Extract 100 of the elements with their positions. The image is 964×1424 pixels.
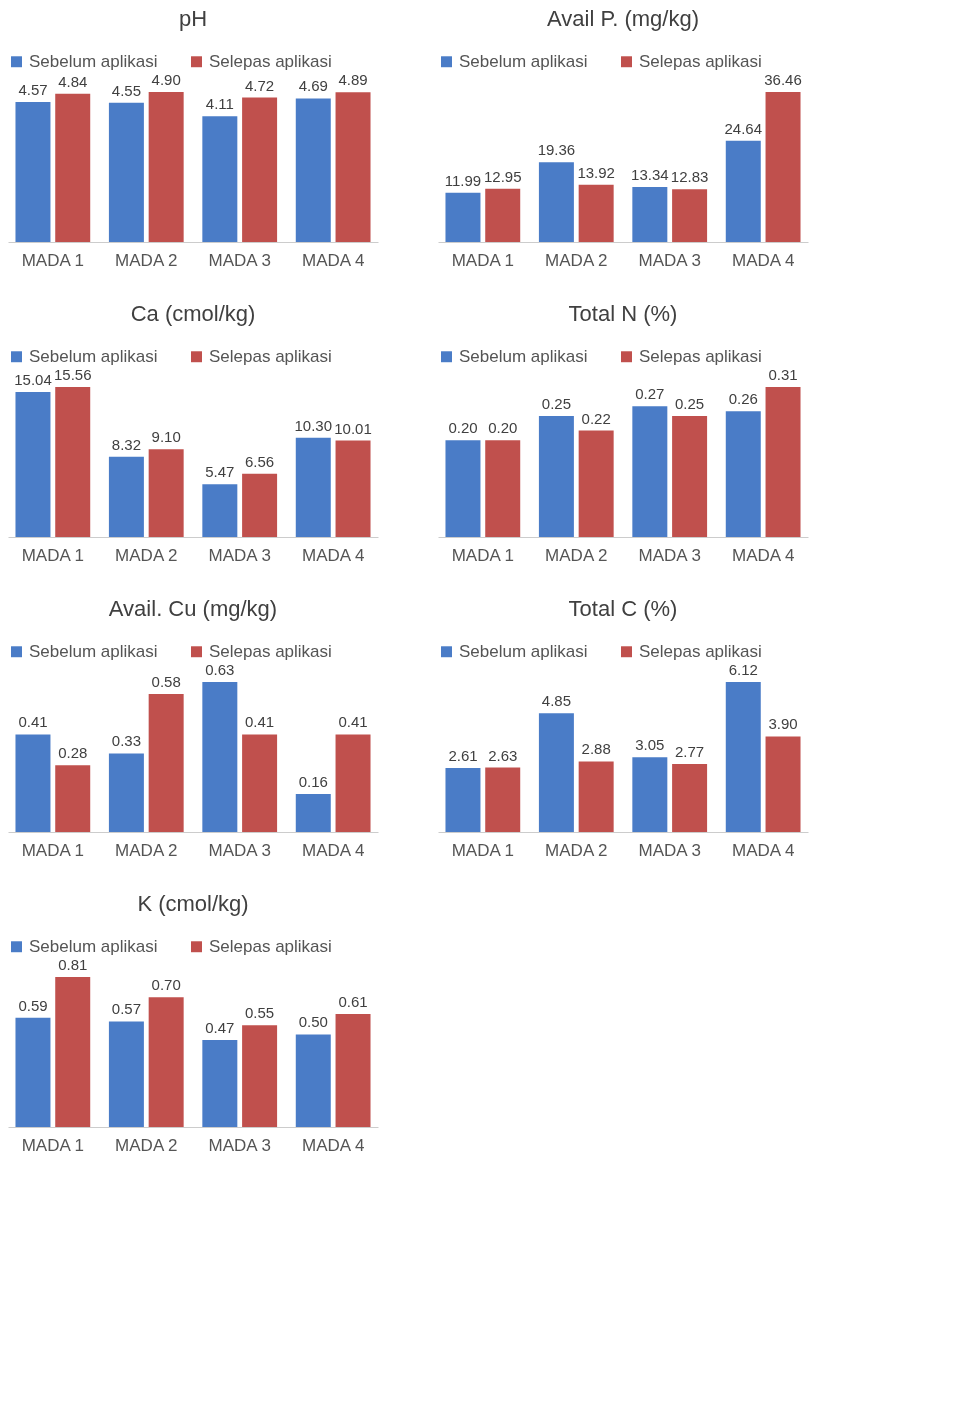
- data-label: 4.90: [151, 71, 181, 88]
- bar: [672, 189, 708, 242]
- bar: [55, 765, 91, 832]
- bar: [632, 406, 668, 537]
- bar: [202, 116, 238, 242]
- legend-label: Selepas aplikasi: [639, 51, 762, 71]
- legend-label: Sebelum aplikasi: [459, 346, 588, 366]
- x-tick-label: MADA 3: [638, 840, 701, 860]
- data-label: 9.10: [151, 428, 181, 446]
- bar: [335, 1014, 371, 1127]
- chart-title: Ca (cmol/kg): [130, 301, 256, 326]
- data-label: 2.88: [581, 740, 611, 758]
- data-label: 0.58: [151, 672, 181, 690]
- x-tick-label: MADA 2: [545, 250, 608, 270]
- bar: [725, 682, 761, 832]
- x-tick-label: MADA 1: [451, 545, 515, 565]
- x-tick-label: MADA 4: [731, 250, 795, 270]
- bar: [578, 184, 614, 242]
- data-label: 0.70: [151, 976, 181, 994]
- data-label: 0.20: [448, 419, 478, 437]
- x-tick-label: MADA 2: [545, 545, 608, 565]
- x-tick-label: MADA 3: [208, 840, 271, 860]
- data-label: 0.16: [298, 772, 328, 790]
- x-tick-label: MADA 2: [115, 545, 178, 565]
- bar: [672, 764, 708, 832]
- legend-label: Selepas aplikasi: [639, 346, 762, 366]
- data-label: 3.05: [635, 736, 665, 754]
- x-tick-label: MADA 2: [545, 840, 608, 860]
- data-label: 13.34: [631, 166, 669, 184]
- bar: [672, 416, 708, 537]
- bar: [242, 473, 278, 537]
- data-label: 0.63: [205, 661, 235, 678]
- data-label: 11.99: [444, 171, 482, 189]
- data-label: 0.57: [111, 1000, 141, 1018]
- data-label: 0.20: [488, 419, 518, 437]
- bar: [765, 387, 801, 537]
- bar: [202, 484, 238, 537]
- bar: [202, 682, 238, 832]
- bar: [108, 753, 144, 832]
- data-label: 4.57: [18, 81, 48, 99]
- legend-label: Selepas aplikasi: [209, 936, 332, 956]
- chart-title: Avail P. (mg/kg): [546, 6, 700, 31]
- chart-title: Total C (%): [568, 596, 678, 621]
- data-label: 0.22: [581, 409, 611, 427]
- data-label: 6.12: [728, 661, 758, 678]
- bar: [538, 162, 574, 242]
- chart-title: pH: [178, 6, 208, 31]
- bar: [485, 188, 521, 242]
- bar: [445, 440, 481, 537]
- bar: [15, 102, 51, 242]
- bar: [335, 92, 371, 242]
- legend-label: Sebelum aplikasi: [29, 641, 158, 661]
- data-label: 10.30: [294, 416, 333, 434]
- x-tick-label: MADA 4: [301, 545, 365, 565]
- x-tick-label: MADA 3: [208, 1135, 271, 1155]
- bar: [295, 437, 331, 537]
- data-label: 0.61: [338, 993, 368, 1011]
- data-label: 0.50: [298, 1013, 328, 1031]
- chart-title: K (cmol/kg): [137, 891, 249, 916]
- data-label: 0.55: [245, 1004, 275, 1022]
- bar: [55, 93, 91, 242]
- bar: [148, 92, 184, 242]
- data-label: 0.33: [111, 732, 141, 750]
- data-label: 0.25: [541, 395, 571, 413]
- x-tick-label: MADA 1: [21, 840, 85, 860]
- legend-label: Selepas aplikasi: [209, 51, 332, 71]
- data-label: 0.41: [245, 713, 275, 731]
- data-label: 2.77: [675, 743, 705, 761]
- legend-label: Selepas aplikasi: [639, 641, 762, 661]
- bar: [725, 411, 761, 537]
- chart-title: Avail. Cu (mg/kg): [108, 596, 278, 621]
- x-tick-label: MADA 3: [638, 250, 701, 270]
- data-label: 36.46: [764, 71, 802, 88]
- data-label: 4.11: [205, 95, 234, 113]
- x-tick-label: MADA 3: [208, 250, 271, 270]
- bar: [632, 187, 668, 242]
- data-label: 0.41: [338, 713, 368, 731]
- x-tick-label: MADA 2: [115, 1135, 178, 1155]
- data-label: 4.72: [245, 76, 275, 94]
- bar: [242, 734, 278, 832]
- legend-label: Sebelum aplikasi: [459, 51, 588, 71]
- x-tick-label: MADA 3: [208, 545, 271, 565]
- bar: [445, 768, 481, 832]
- x-tick-label: MADA 1: [21, 250, 85, 270]
- bar: [578, 430, 614, 537]
- data-label: 3.90: [768, 715, 798, 733]
- data-label: 4.85: [541, 692, 571, 710]
- bar: [335, 440, 371, 537]
- bar: [242, 97, 278, 242]
- x-tick-label: MADA 1: [451, 250, 515, 270]
- bar: [538, 416, 574, 537]
- data-label: 4.55: [111, 81, 141, 99]
- bar: [15, 1017, 51, 1127]
- data-label: 6.56: [245, 452, 275, 470]
- data-label: 4.69: [298, 77, 328, 95]
- legend-label: Selepas aplikasi: [209, 641, 332, 661]
- data-label: 0.31: [768, 366, 798, 383]
- bar: [202, 1039, 238, 1127]
- data-label: 0.47: [205, 1018, 235, 1036]
- data-label: 0.59: [18, 996, 48, 1014]
